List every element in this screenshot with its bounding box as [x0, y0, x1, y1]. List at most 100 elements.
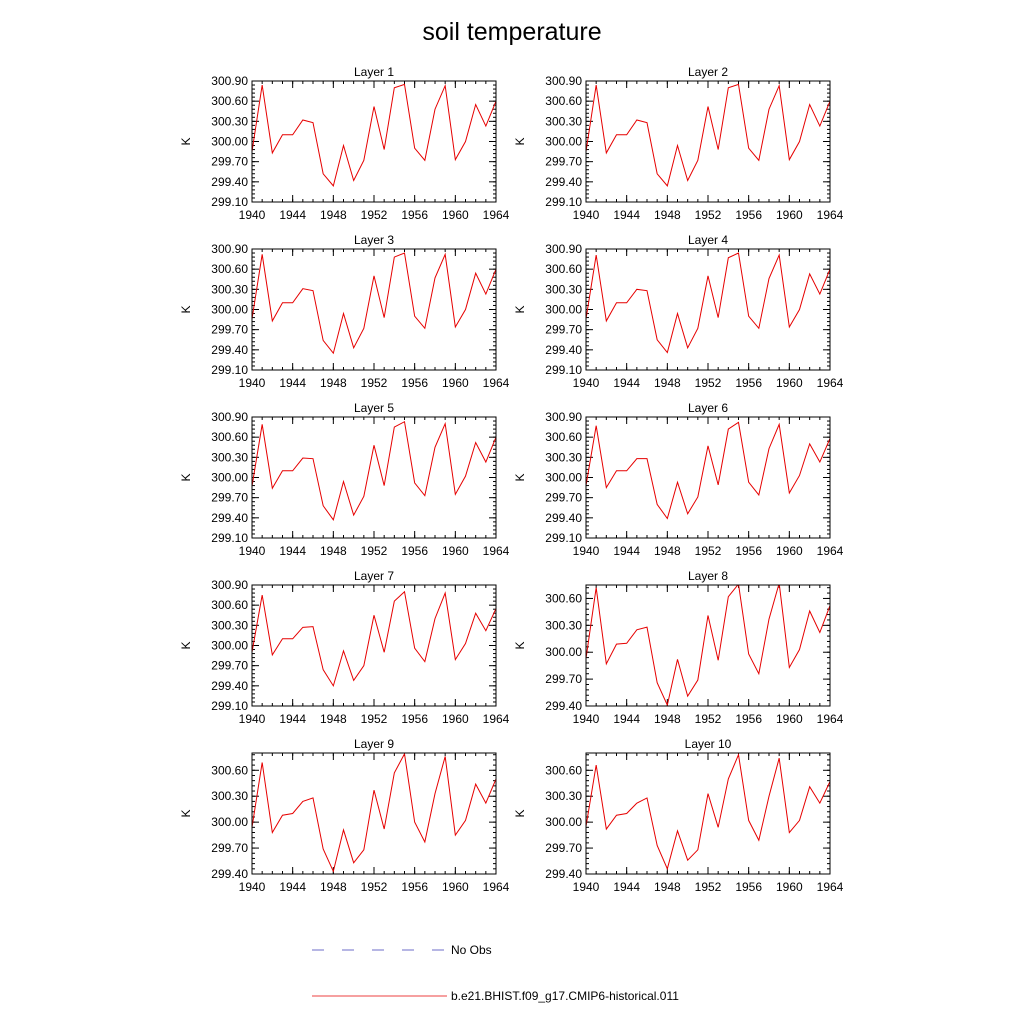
x-tick-label: 1944: [279, 208, 306, 222]
legend-no-obs-label: No Obs: [451, 943, 492, 957]
panels: Layer 1 K 1940 1944 1948 1952 1956 1960 1964 299.…: [179, 65, 844, 894]
y-tick-label: 300.30: [545, 282, 582, 296]
plot-frame: [251, 248, 497, 371]
plot-frame: [585, 248, 831, 371]
y-tick-label: 300.00: [545, 471, 582, 485]
x-tick-label: 1952: [361, 880, 388, 894]
chart-panel: Layer 2 K 1940 1944 1948 1952 1956 1960 1964 299.…: [513, 65, 844, 222]
chart-panel: Layer 10 K 1940 1944 1948 1952 1956 1960 1964 299…: [513, 737, 844, 894]
y-tick-label: 300.60: [545, 763, 582, 777]
series-line: [586, 753, 830, 871]
y-tick-label: 300.30: [211, 450, 248, 464]
chart-panel: Layer 8 K 1940 1944 1948 1952 1956 1960 1964 299.…: [513, 569, 844, 726]
x-tick-label: 1956: [401, 880, 428, 894]
chart-panel: Layer 6 K 1940 1944 1948 1952 1956 1960 1964 299.…: [513, 401, 844, 558]
y-tick-label: 300.00: [211, 135, 248, 149]
y-tick-label: 300.60: [211, 598, 248, 612]
plot-frame: [251, 80, 497, 203]
y-tick-label: 299.70: [545, 491, 582, 505]
y-tick-label: 299.40: [211, 511, 248, 525]
plot-frame: [251, 416, 497, 539]
series-line: [252, 420, 496, 522]
x-tick-label: 1940: [239, 208, 266, 222]
y-tick-label: 300.00: [211, 471, 248, 485]
x-tick-label: 1944: [279, 712, 306, 726]
y-tick-label: 299.70: [545, 672, 582, 686]
x-tick-label: 1944: [613, 880, 640, 894]
panel-title: Layer 1: [354, 65, 394, 79]
plot-frame: [585, 752, 831, 875]
y-axis-label: K: [179, 137, 193, 145]
x-tick-label: 1940: [573, 880, 600, 894]
x-tick-label: 1940: [573, 208, 600, 222]
x-tick-label: 1960: [442, 880, 469, 894]
y-tick-label: 300.60: [545, 262, 582, 276]
chart-panel: Layer 5 K 1940 1944 1948 1952 1956 1960 1964 299.…: [179, 401, 510, 558]
x-tick-label: 1940: [239, 544, 266, 558]
y-tick-label: 299.10: [211, 195, 248, 209]
x-tick-label: 1956: [735, 208, 762, 222]
x-tick-label: 1948: [320, 376, 347, 390]
x-tick-label: 1956: [401, 544, 428, 558]
y-tick-label: 300.90: [211, 74, 248, 88]
x-tick-label: 1960: [442, 208, 469, 222]
x-tick-label: 1956: [735, 544, 762, 558]
plot-frame: [251, 752, 497, 875]
x-tick-label: 1944: [613, 712, 640, 726]
y-tick-label: 299.40: [545, 175, 582, 189]
y-tick-label: 299.70: [211, 491, 248, 505]
chart-panel: Layer 4 K 1940 1944 1948 1952 1956 1960 1964 299.…: [513, 233, 844, 390]
y-tick-label: 299.40: [545, 867, 582, 881]
x-tick-label: 1964: [483, 544, 510, 558]
series-line: [252, 753, 496, 873]
x-tick-label: 1952: [695, 880, 722, 894]
y-tick-label: 300.00: [211, 639, 248, 653]
y-tick-label: 299.70: [211, 841, 248, 855]
x-tick-label: 1952: [361, 712, 388, 726]
plot-frame: [251, 584, 497, 707]
x-tick-label: 1952: [695, 208, 722, 222]
y-tick-label: 299.40: [211, 343, 248, 357]
y-tick-label: 300.60: [545, 591, 582, 605]
panel-title: Layer 5: [354, 401, 394, 415]
chart-panel: Layer 3 K 1940 1944 1948 1952 1956 1960 1964 299.…: [179, 233, 510, 390]
plot-frame: [585, 416, 831, 539]
y-tick-label: 300.90: [545, 242, 582, 256]
x-tick-label: 1952: [361, 376, 388, 390]
chart-panel: Layer 1 K 1940 1944 1948 1952 1956 1960 1964 299.…: [179, 65, 510, 222]
series-line: [252, 590, 496, 688]
series-line: [586, 83, 830, 187]
x-tick-label: 1952: [695, 544, 722, 558]
y-tick-label: 300.30: [545, 450, 582, 464]
x-tick-label: 1960: [776, 376, 803, 390]
y-tick-label: 300.00: [545, 135, 582, 149]
plot-frame: [585, 80, 831, 203]
x-tick-label: 1964: [817, 544, 844, 558]
x-tick-label: 1940: [239, 712, 266, 726]
series-line: [252, 252, 496, 355]
x-tick-label: 1960: [776, 880, 803, 894]
x-tick-label: 1964: [817, 376, 844, 390]
x-tick-label: 1956: [401, 712, 428, 726]
x-tick-label: 1948: [654, 712, 681, 726]
y-tick-label: 299.10: [211, 531, 248, 545]
y-tick-label: 299.10: [545, 531, 582, 545]
x-tick-label: 1952: [361, 208, 388, 222]
y-tick-label: 300.30: [545, 789, 582, 803]
x-tick-label: 1956: [735, 376, 762, 390]
y-axis-label: K: [179, 473, 193, 481]
x-tick-label: 1940: [573, 376, 600, 390]
panel-title: Layer 9: [354, 737, 394, 751]
x-tick-label: 1964: [817, 208, 844, 222]
x-tick-label: 1948: [320, 880, 347, 894]
x-tick-label: 1944: [279, 376, 306, 390]
x-tick-label: 1960: [776, 712, 803, 726]
plot-frame: [585, 584, 831, 707]
y-tick-label: 300.00: [211, 303, 248, 317]
x-tick-label: 1956: [401, 208, 428, 222]
y-tick-label: 299.70: [545, 841, 582, 855]
legend: No Obs b.e21.BHIST.f09_g17.CMIP6-histori…: [312, 943, 679, 1003]
y-tick-label: 299.70: [211, 659, 248, 673]
y-tick-label: 300.90: [545, 74, 582, 88]
